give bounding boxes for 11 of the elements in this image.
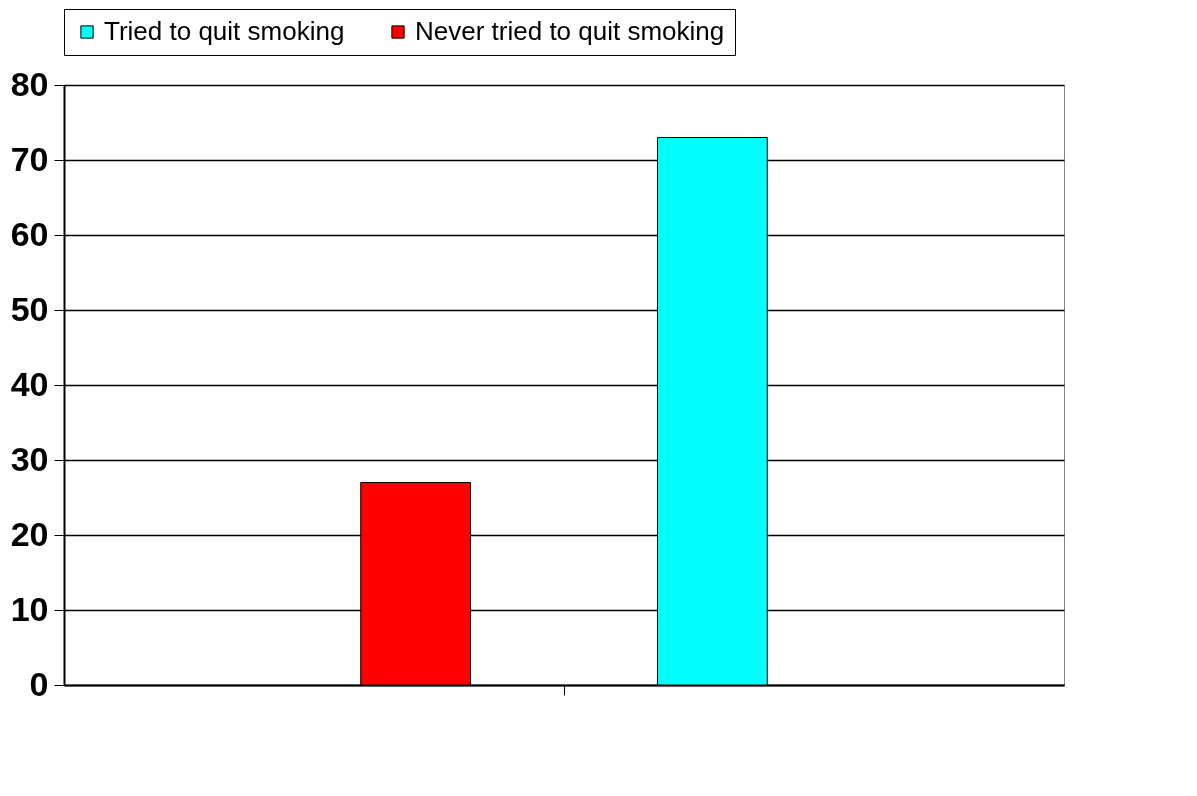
legend-label: Never tried to quit smoking — [415, 16, 725, 46]
y-tick-label: 70 — [10, 139, 49, 178]
y-tick-label: 0 — [29, 664, 49, 703]
y-tick-label: 60 — [10, 214, 49, 253]
y-tick-label: 20 — [10, 514, 49, 553]
y-tick-label: 50 — [10, 289, 49, 328]
y-tick-label: 80 — [10, 64, 49, 103]
y-tick-label: 10 — [10, 589, 49, 628]
y-tick-label: 30 — [10, 439, 49, 478]
y-tick-label: 40 — [10, 364, 49, 403]
legend-label: Tried to quit smoking — [104, 16, 345, 46]
